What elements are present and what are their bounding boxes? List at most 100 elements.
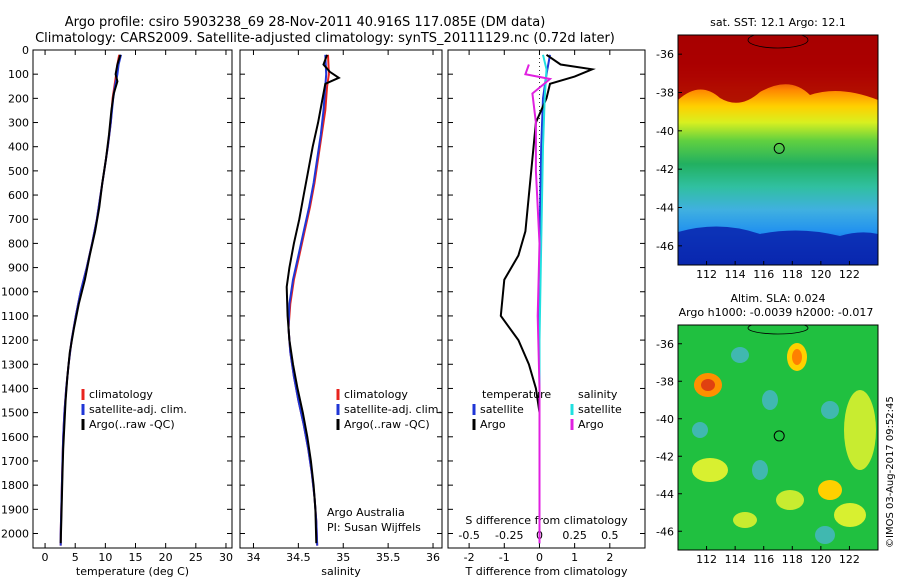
- x-tick-label: 10: [98, 551, 112, 564]
- secondary-tick-label: 0.25: [562, 529, 587, 542]
- map-x-tick-label: 116: [753, 553, 774, 566]
- map-x-tick-label: 116: [753, 268, 774, 281]
- x-tick-label: 0: [42, 551, 49, 564]
- sla-blob: [762, 390, 778, 410]
- sst-map-title: sat. SST: 12.1 Argo: 12.1: [710, 16, 846, 29]
- y-tick-label: 800: [8, 237, 29, 250]
- y-tick-label: 100: [8, 68, 29, 81]
- sla-map: [678, 325, 878, 550]
- sst-cold-band: [678, 226, 878, 265]
- y-tick-label: 1400: [1, 382, 29, 395]
- series-line-argo: [285, 54, 341, 544]
- sst-argo-marker: [773, 142, 785, 154]
- x-tick-label: 30: [219, 551, 233, 564]
- header-line1: Argo profile: csiro 5903238_69 28-Nov-20…: [65, 15, 546, 30]
- y-tick-label: 400: [8, 141, 29, 154]
- sla-blob: [815, 526, 835, 544]
- x-tick-label: 36: [426, 551, 440, 564]
- sla-blob: [692, 458, 728, 482]
- plot-frame: [447, 49, 646, 549]
- map-x-tick-label: 118: [782, 268, 803, 281]
- legend-label: satellite-adj. clim.: [344, 403, 442, 416]
- secondary-tick-label: -0.25: [495, 529, 523, 542]
- map-y-tick-label: -36: [656, 48, 674, 61]
- sst-coast-contour: [747, 35, 809, 49]
- x-tick-label: 20: [159, 551, 173, 564]
- plot-frame: [32, 49, 233, 549]
- sla-blob: [692, 422, 708, 438]
- legend-label: Argo: [578, 418, 604, 431]
- sla-blob: [776, 490, 804, 510]
- timestamp-stamp: ©IMOS 03-Aug-2017 09:52:45: [885, 396, 896, 548]
- sla-map-frame: [677, 324, 879, 551]
- map-x-tick-label: 122: [839, 268, 860, 281]
- y-tick-label: 1700: [1, 455, 29, 468]
- y-tick-label: 0: [22, 44, 29, 57]
- salinity-panel: 34 34.5 35 35.5 36 salinity climatology satelli…: [239, 49, 443, 578]
- sst-warm-tongue: [678, 35, 878, 103]
- sst-map-frame: [677, 34, 879, 266]
- y-tick-label: 700: [8, 213, 29, 226]
- x-tick-label: 0: [536, 551, 543, 564]
- sla-blob: [834, 503, 866, 527]
- sla-blob: [731, 347, 749, 363]
- plot-frame: [239, 49, 443, 549]
- x-tick-label: 25: [189, 551, 203, 564]
- y-tick-label: 900: [8, 262, 29, 275]
- map-y-tick-label: -46: [656, 240, 674, 253]
- x-tick-label: 1: [571, 551, 578, 564]
- header-line2: Climatology: CARS2009. Satellite-adjuste…: [35, 31, 615, 46]
- sla-blob: [733, 512, 757, 528]
- secondary-tick-label: 0.5: [601, 529, 619, 542]
- map-y-tick-label: -38: [656, 87, 674, 100]
- y-tick-label: 1200: [1, 334, 29, 347]
- x-axis-label: salinity: [321, 565, 361, 578]
- legend-label: Argo(..raw -QC): [344, 418, 430, 431]
- x-axis-label: temperature (deg C): [76, 565, 189, 578]
- difference-panel: -2 -1 0 1 2T difference from climatology S di…: [447, 49, 646, 578]
- y-tick-label: 300: [8, 117, 29, 130]
- credit-line1: Argo Australia: [327, 506, 405, 519]
- y-tick-label: 1000: [1, 286, 29, 299]
- sla-coast-contour: [747, 325, 809, 335]
- sla-blob: [752, 460, 768, 480]
- map-y-tick-label: -40: [656, 125, 674, 138]
- map-x-tick-label: 118: [782, 553, 803, 566]
- legend-label: satellite-adj. clim.: [89, 403, 187, 416]
- y-tick-label: 1500: [1, 407, 29, 420]
- sst-map: [678, 35, 878, 265]
- sla-argo-marker: [773, 430, 785, 442]
- sst-map-axes: 112 114 116 118 120 122 -36 -38 -40 -42 -44 -46: [656, 48, 860, 281]
- y-tick-label: 1300: [1, 358, 29, 371]
- map-y-tick-label: -42: [656, 163, 674, 176]
- sla-blob: [701, 379, 715, 391]
- x-tick-label: 35.5: [376, 551, 401, 564]
- y-tick-label: 600: [8, 189, 29, 202]
- x-tick-label: 2: [606, 551, 613, 564]
- x-tick-label: 35: [336, 551, 350, 564]
- series-line-salinity_argo: [524, 64, 553, 544]
- map-x-tick-label: 120: [810, 553, 831, 566]
- map-x-tick-label: 112: [696, 268, 717, 281]
- y-tick-label: 200: [8, 92, 29, 105]
- y-tick-label: 1600: [1, 431, 29, 444]
- map-y-tick-label: -36: [656, 338, 674, 351]
- map-y-tick-label: -42: [656, 450, 674, 463]
- map-y-tick-label: -44: [656, 488, 674, 501]
- series-line-salinity_satellite: [538, 54, 548, 544]
- series-line-argo: [59, 54, 122, 544]
- y-tick-label: 1100: [1, 310, 29, 323]
- map-x-tick-label: 120: [810, 268, 831, 281]
- legend-label: climatology: [344, 388, 408, 401]
- map-x-tick-label: 122: [839, 553, 860, 566]
- map-x-tick-label: 114: [725, 268, 746, 281]
- sla-blob: [821, 401, 839, 419]
- sla-map-subtitle: Argo h1000: -0.0039 h2000: -0.017: [679, 306, 874, 319]
- map-x-tick-label: 112: [696, 553, 717, 566]
- sla-blob: [792, 349, 802, 365]
- x-tick-label: 34: [246, 551, 260, 564]
- y-tick-label: 2000: [1, 527, 29, 540]
- sla-map-axes: 112 114 116 118 120 122 -36 -38 -40 -42 -44 -46: [656, 338, 860, 566]
- secondary-axis-title: S difference from climatology: [465, 514, 628, 527]
